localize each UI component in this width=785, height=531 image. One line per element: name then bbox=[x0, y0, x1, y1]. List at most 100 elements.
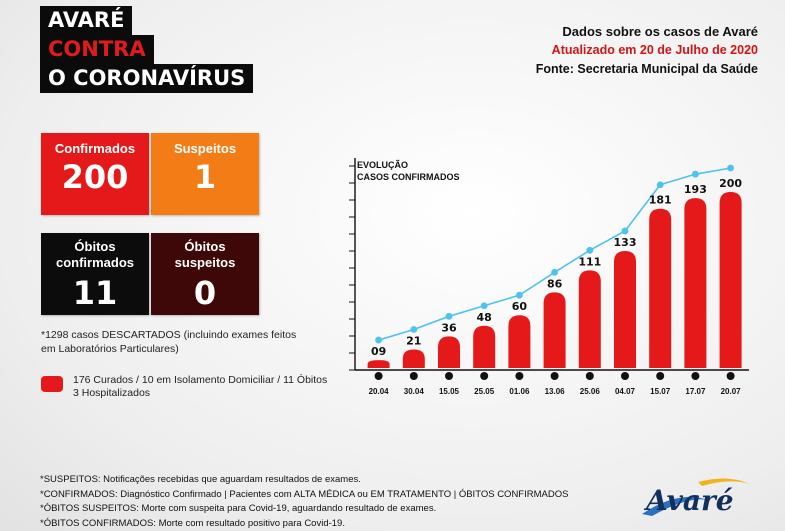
confirmed-label: Confirmados bbox=[54, 141, 136, 156]
footnotes: *SUSPEITOS: Notificações recebidas que a… bbox=[40, 473, 568, 531]
trend-point-01.06 bbox=[516, 291, 523, 299]
suspected-value: 1 bbox=[193, 158, 217, 196]
value-label-15.05: 36 bbox=[441, 321, 457, 334]
trend-point-20.07 bbox=[727, 164, 734, 172]
note-confirmados: *CONFIRMADOS: Diagnóstico Confirmado | P… bbox=[40, 488, 569, 500]
x-marker-15.07 bbox=[656, 372, 665, 380]
info-source: Fonte: Secretaria Municipal da Saúde bbox=[535, 62, 758, 76]
trend-point-15.07 bbox=[656, 181, 664, 189]
discarded-line1: *1298 casos DESCARTADOS (incluindo exame… bbox=[41, 329, 297, 341]
chart-value-labels: 09 21 36 48 60 86 111 133 181 193 200 bbox=[371, 177, 742, 358]
chart-x-labels: 20.04 30.04 15.05 25.05 01.06 13.06 25.06 04.07… bbox=[369, 372, 742, 396]
x-label-15.05: 15.05 bbox=[439, 387, 460, 396]
x-marker-17.07 bbox=[691, 372, 700, 380]
value-label-30.04: 21 bbox=[406, 335, 421, 348]
info-panel: Dados sobre os casos de Avaré Atualizado… bbox=[536, 22, 758, 79]
avare-logo: Avaré bbox=[642, 478, 750, 517]
note-obitos-confirmados: *ÓBITOS CONFIRMADOS: Morte com resultado… bbox=[40, 517, 345, 529]
deaths-box: Óbitos confirmados 11 bbox=[41, 233, 149, 315]
deaths-label-line1: Óbitos bbox=[74, 239, 116, 254]
value-label-25.05: 48 bbox=[477, 311, 492, 324]
x-marker-25.05 bbox=[480, 372, 489, 380]
suspected-box: Suspeitos 1 bbox=[151, 133, 259, 215]
chart-bars bbox=[367, 192, 742, 368]
trend-point-20.04 bbox=[375, 336, 382, 344]
trend-point-15.05 bbox=[445, 312, 453, 320]
bar-15.05 bbox=[438, 336, 460, 368]
trend-point-13.06 bbox=[551, 268, 558, 276]
x-label-15.07: 15.07 bbox=[650, 387, 671, 396]
suspected-deaths-value: 0 bbox=[193, 274, 217, 312]
bar-15.07 bbox=[649, 208, 672, 368]
bar-01.06 bbox=[508, 315, 531, 368]
bar-20.07 bbox=[719, 192, 742, 368]
logo-swoosh-yellow bbox=[698, 478, 750, 486]
bar-30.04 bbox=[402, 349, 425, 368]
x-label-25.05: 25.05 bbox=[474, 387, 495, 396]
logo-text: Avaré bbox=[643, 484, 734, 517]
bar-17.07 bbox=[684, 198, 707, 368]
x-label-04.07: 04.07 bbox=[615, 387, 636, 396]
legend-text: 176 Curados / 10 em Isolamento Domicilia… bbox=[73, 374, 327, 400]
deaths-value: 11 bbox=[72, 274, 118, 312]
suspected-deaths-label-line2: suspeitos bbox=[174, 255, 236, 270]
title-line-1: AVARÉ bbox=[40, 6, 133, 35]
confirmed-value: 200 bbox=[61, 158, 129, 196]
x-label-13.06: 13.06 bbox=[545, 387, 566, 396]
bar-25.05 bbox=[473, 325, 496, 368]
x-label-17.07: 17.07 bbox=[685, 387, 706, 396]
legend-line2: 3 Hospitalizados bbox=[73, 387, 151, 399]
chart-title-line1: EVOLUÇÃO bbox=[357, 160, 408, 170]
value-label-13.06: 86 bbox=[547, 277, 563, 290]
x-marker-25.06 bbox=[585, 372, 594, 380]
x-marker-20.07 bbox=[726, 372, 735, 380]
bar-25.06 bbox=[578, 270, 601, 368]
trend-point-30.04 bbox=[410, 326, 418, 333]
suspected-deaths-label: Óbitos suspeitos bbox=[151, 239, 259, 271]
value-label-20.04: 09 bbox=[371, 345, 386, 358]
bar-20.04 bbox=[367, 360, 390, 368]
discarded-note: *1298 casos DESCARTADOS (incluindo exame… bbox=[41, 328, 341, 356]
value-label-15.07: 181 bbox=[649, 194, 672, 207]
x-label-20.07: 20.07 bbox=[721, 387, 742, 396]
deaths-label-line2: confirmados bbox=[55, 255, 134, 270]
info-updated: Atualizado em 20 de Julho de 2020 bbox=[551, 43, 758, 57]
deaths-label: Óbitos confirmados bbox=[41, 239, 149, 271]
evolution-chart: EVOLUÇÃO CASOS CONFIRMADOS 09 21 36 48 60 86 1… bbox=[349, 158, 749, 396]
x-marker-15.05 bbox=[445, 372, 453, 380]
chart-title-line2: CASOS CONFIRMADOS bbox=[357, 172, 460, 182]
value-label-20.07: 200 bbox=[719, 177, 742, 190]
x-marker-04.07 bbox=[621, 372, 629, 380]
confirmed-box: Confirmados 200 bbox=[41, 133, 149, 215]
title-block: AVARÉ CONTRA O CORONAVÍRUS bbox=[40, 6, 254, 93]
x-label-01.06: 01.06 bbox=[509, 387, 530, 396]
trend-point-17.07 bbox=[692, 170, 699, 178]
suspected-label: Suspeitos bbox=[173, 141, 237, 156]
bar-04.07 bbox=[614, 250, 636, 368]
logo-swoosh-blue bbox=[642, 497, 708, 516]
legend-swatch bbox=[41, 376, 63, 392]
title-line-3: O CORONAVÍRUS bbox=[40, 64, 254, 93]
trend-point-04.07 bbox=[621, 227, 629, 235]
value-label-04.07: 133 bbox=[614, 236, 637, 249]
value-label-25.06: 111 bbox=[578, 255, 601, 268]
x-marker-30.04 bbox=[409, 372, 418, 380]
note-obitos-suspeitos: *ÓBITOS SUSPEITOS: Morte com suspeita pa… bbox=[40, 503, 437, 514]
x-label-25.06: 25.06 bbox=[580, 387, 601, 396]
value-label-01.06: 60 bbox=[512, 300, 528, 313]
x-marker-13.06 bbox=[550, 372, 559, 380]
info-title: Dados sobre os casos de Avaré bbox=[562, 24, 758, 39]
bar-13.06 bbox=[543, 292, 566, 368]
legend: 176 Curados / 10 em Isolamento Domicilia… bbox=[41, 374, 327, 400]
x-marker-01.06 bbox=[515, 372, 524, 380]
chart-overlay-line bbox=[375, 164, 734, 344]
note-suspeitos: *SUSPEITOS: Notificações recebidas que a… bbox=[40, 474, 361, 485]
title-line-2: CONTRA bbox=[40, 35, 154, 64]
suspected-deaths-label-line1: Óbitos bbox=[184, 239, 226, 254]
trend-point-25.05 bbox=[480, 302, 488, 310]
discarded-line2: em Laboratórios Particulares) bbox=[41, 343, 179, 355]
x-label-20.04: 20.04 bbox=[369, 387, 390, 396]
legend-line1: 176 Curados / 10 em Isolamento Domicilia… bbox=[73, 374, 328, 386]
x-label-30.04: 30.04 bbox=[404, 387, 425, 396]
chart-y-ticks bbox=[349, 165, 355, 371]
